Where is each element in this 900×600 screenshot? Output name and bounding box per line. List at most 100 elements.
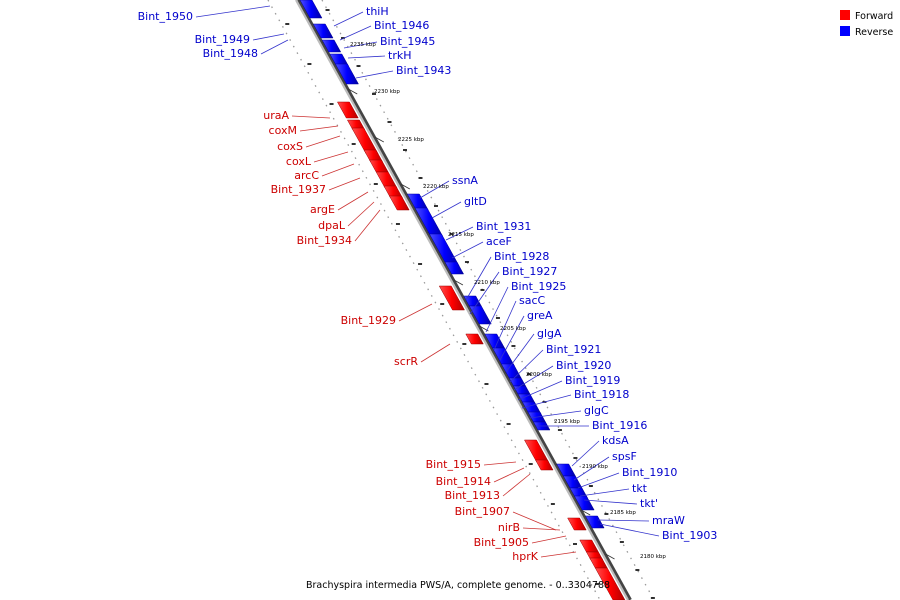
gene-label: Bint_1920	[556, 359, 611, 372]
gene-label: scrR	[394, 355, 418, 368]
backbone-shadow	[296, 0, 632, 600]
gene-label: Bint_1945	[380, 35, 435, 48]
leader-line	[328, 177, 361, 191]
leader-line	[485, 286, 509, 333]
tick-label: 2190 kbp	[582, 464, 608, 470]
leader-line	[529, 410, 582, 419]
leader-line	[493, 467, 525, 483]
leader-line	[509, 349, 544, 383]
gene-label: mraW	[652, 514, 685, 527]
gene-label: Bint_1943	[396, 64, 451, 77]
tick-label: 2210 kbp	[474, 280, 500, 286]
gene-label: trkH	[388, 49, 411, 62]
tick-label: 2205 kbp	[500, 326, 526, 332]
backbone-line	[295, 0, 629, 600]
leader-line	[333, 11, 364, 27]
tick-label: 2200 kbp	[526, 372, 552, 378]
gene-label: hprK	[512, 550, 538, 563]
gene-label: Bint_1905	[474, 536, 529, 549]
leader-line	[354, 209, 381, 242]
gene-label: sacC	[519, 294, 546, 307]
leader-line	[521, 394, 572, 409]
forward-gene	[438, 285, 465, 311]
gene-label: Bint_1915	[426, 458, 481, 471]
leader-line	[343, 41, 378, 49]
tick-mark	[580, 509, 591, 516]
reverse-gene	[299, 0, 323, 19]
gene-label: dpaL	[318, 219, 346, 232]
gene-label: uraA	[263, 109, 289, 122]
forward-gene	[594, 567, 626, 600]
leader-line	[465, 256, 492, 301]
tick-label: 2220 kbp	[423, 184, 449, 190]
tick-mark	[374, 136, 384, 143]
tick-label: 2185 kbp	[610, 510, 636, 516]
leader-line	[347, 201, 375, 227]
tick-label: 2230 kbp	[374, 89, 400, 95]
tick-label: 2180 kbp	[640, 554, 666, 560]
gene-label: glgC	[584, 404, 609, 417]
gene-label: Bint_1925	[511, 280, 566, 293]
leader-line	[597, 519, 650, 522]
gene-label: coxS	[277, 140, 303, 153]
legend-reverse-label: Reverse	[855, 27, 893, 38]
forward-gene	[535, 459, 554, 471]
gene-label: Bint_1948	[203, 47, 258, 60]
backbone	[295, 0, 632, 600]
gene-label: Bint_1903	[662, 529, 717, 542]
tick-mark	[400, 183, 411, 190]
leader-line	[512, 511, 557, 531]
leader-line	[579, 488, 630, 497]
tick-label: 2195 kbp	[554, 419, 580, 425]
leader-line	[398, 303, 433, 322]
gene-label: gltD	[464, 195, 487, 208]
gene-label: glgA	[537, 327, 562, 340]
forward-gene	[337, 101, 359, 119]
gene-label: Bint_1949	[195, 33, 250, 46]
leader-line	[305, 135, 341, 148]
leader-line	[445, 226, 474, 241]
leader-line	[252, 33, 285, 41]
leader-line	[540, 551, 577, 558]
reverse-gene	[468, 305, 492, 325]
gene-label: Bint_1914	[436, 475, 491, 488]
gene-label: Bint_1919	[565, 374, 620, 387]
gene-label: greA	[527, 309, 553, 322]
forward-gene	[389, 195, 410, 211]
reverse-gene	[585, 515, 605, 529]
leader-line	[321, 163, 355, 177]
gene-label: Bint_1928	[494, 250, 549, 263]
leader-line	[337, 191, 369, 211]
leader-line	[260, 39, 289, 55]
leader-line	[505, 333, 535, 373]
gene-label: tkt	[632, 482, 648, 495]
gene-label: kdsA	[602, 434, 629, 447]
leader-line	[420, 343, 451, 363]
forward-gene	[465, 333, 484, 345]
gene-label: spsF	[612, 450, 637, 463]
tick-label: 2225 kbp	[398, 137, 424, 143]
legend-forward-label: Forward	[855, 11, 893, 22]
leader-line	[573, 456, 610, 481]
leader-line	[299, 125, 339, 132]
inner-dotted-track	[267, 0, 601, 600]
gene-label: Bint_1913	[445, 489, 500, 502]
leader-line	[499, 315, 525, 361]
gene-label: coxL	[286, 155, 312, 168]
gene-label: nirB	[498, 521, 520, 534]
leader-line	[583, 499, 638, 505]
leader-line	[483, 461, 517, 466]
leader-line	[577, 472, 620, 489]
leader-line	[502, 473, 531, 497]
gene-label: Bint_1946	[374, 19, 429, 32]
tick-label: 2215 kbp	[448, 232, 474, 238]
leader-line	[419, 180, 450, 199]
leader-line	[313, 151, 349, 163]
reverse-gene	[334, 63, 359, 85]
leader-line	[451, 241, 484, 259]
gene-label: coxM	[269, 124, 297, 137]
forward-gene	[567, 517, 587, 531]
tick-label: 2235 kbp	[350, 42, 376, 48]
leader-line	[347, 55, 386, 59]
